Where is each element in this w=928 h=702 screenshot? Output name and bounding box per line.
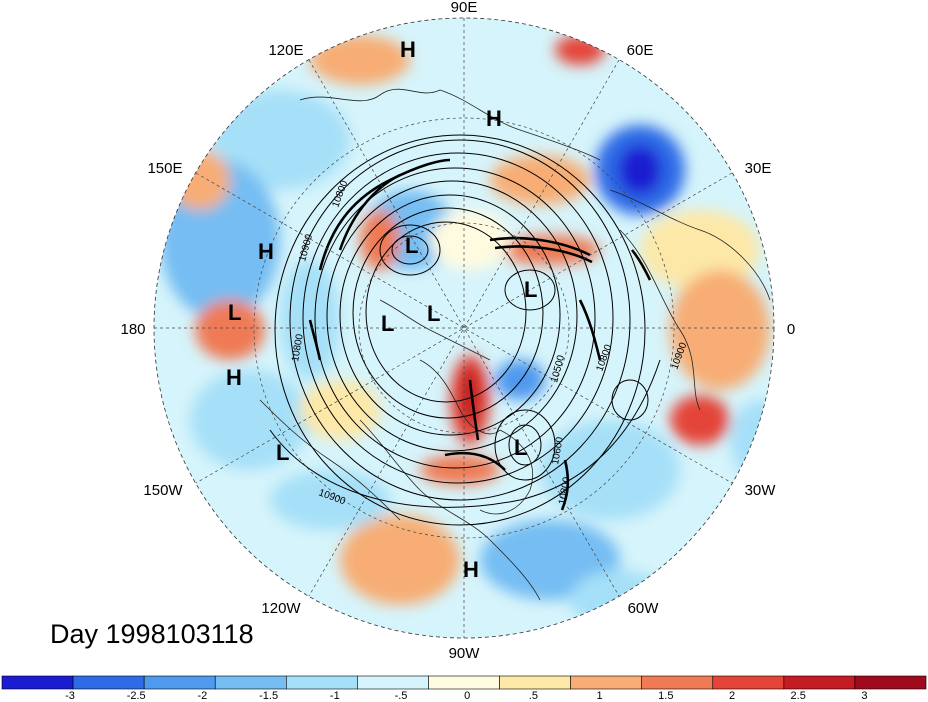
map-boundary: [153, 17, 775, 639]
colorbar-swatch: [428, 675, 500, 690]
low-pressure-marker: L: [228, 300, 241, 325]
lon-label-120e: 120E: [268, 42, 303, 59]
height-contours: [269, 134, 661, 526]
high-pressure-marker: H: [258, 239, 274, 264]
colorbar-tick-label: -1.5: [259, 690, 278, 702]
colorbar-swatch: [214, 675, 287, 690]
lon-label-90e: 90E: [451, 0, 478, 16]
lon-label-60e: 60E: [627, 42, 654, 59]
lon-label-180: 180: [120, 321, 145, 338]
coastlines: [259, 88, 771, 601]
colorbar-swatch: [712, 675, 785, 690]
contour-label: 10600: [550, 436, 566, 466]
colorbar-tick-label: 1: [597, 690, 603, 702]
lon-label-150w: 150W: [143, 482, 183, 499]
pressure-centers: H H H L L L L L H L L H: [226, 37, 537, 582]
contour-label: 10800: [290, 333, 306, 363]
colorbar-tick-label: -1: [330, 690, 340, 702]
colorbar-swatch: [570, 675, 642, 690]
colorbar-tick-label: 3: [861, 690, 867, 702]
contour-label: 10800: [557, 476, 573, 506]
colorbar-swatch: [499, 675, 571, 690]
high-pressure-marker: H: [226, 365, 242, 390]
colorbar-swatch: [286, 675, 358, 690]
colorbar-tick-label: .5: [529, 690, 538, 702]
low-pressure-marker: L: [524, 277, 537, 302]
colorbar-tick-label: 0: [464, 690, 470, 702]
colorbar-swatch: [783, 675, 856, 690]
lon-label-30w: 30W: [745, 482, 777, 499]
colorbar: -3 -2.5 -2 -1.5 -1 -.5 0 .5 1 1.5 2 2.5 3: [1, 675, 927, 702]
colorbar-swatch: [143, 675, 216, 690]
colorbar-tick-label: 1.5: [658, 690, 673, 702]
colorbar-swatch: [854, 675, 927, 690]
lon-label-0: 0: [787, 321, 795, 338]
jet-contours: [308, 158, 652, 511]
low-pressure-marker: L: [427, 301, 440, 326]
lon-label-120w: 120W: [261, 600, 301, 617]
high-pressure-marker: H: [400, 37, 416, 62]
colorbar-tick-label: -2.5: [127, 690, 146, 702]
low-pressure-marker: L: [405, 233, 418, 258]
colorbar-tick-label: -2: [198, 690, 208, 702]
lon-label-90w: 90W: [449, 645, 481, 662]
high-pressure-marker: H: [463, 557, 479, 582]
lon-label-60w: 60W: [628, 600, 660, 617]
colorbar-swatch: [641, 675, 714, 690]
page-title: Day 1998103118: [50, 619, 254, 649]
high-pressure-marker: H: [486, 106, 502, 131]
colorbar-swatch: [357, 675, 429, 690]
colorbar-swatch: [72, 675, 145, 690]
low-pressure-marker: L: [514, 435, 527, 460]
low-pressure-marker: L: [276, 440, 289, 465]
colorbar-tick-label: 2.5: [791, 690, 806, 702]
graticule: [154, 18, 774, 638]
low-pressure-marker: L: [381, 311, 394, 336]
longitude-labels: 90E 120E 60E 150E 30E 180 0 150W 30W 120…: [120, 0, 795, 662]
colorbar-tick-label: 2: [729, 690, 735, 702]
colorbar-swatch: [1, 675, 74, 690]
colorbar-tick-label: -.5: [395, 690, 408, 702]
colorbar-tick-label: -3: [65, 690, 75, 702]
lon-label-30e: 30E: [745, 160, 772, 177]
lon-label-150e: 150E: [147, 160, 182, 177]
